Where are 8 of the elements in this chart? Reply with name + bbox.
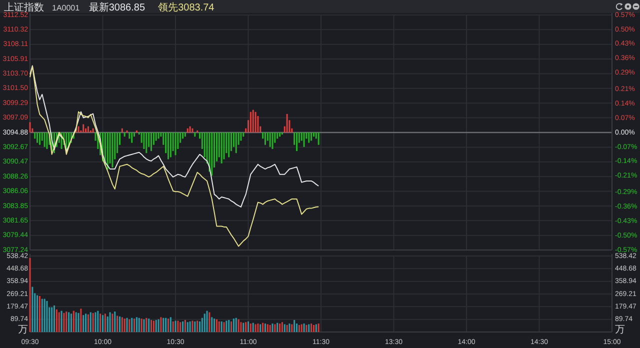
text: 最新3086.85: [88, 2, 146, 14]
chart-subtitle: 1A0001: [52, 4, 80, 12]
line-series: [30, 66, 320, 247]
chart-title: 上证指数: [4, 2, 44, 14]
y-axis-title: 万: [18, 324, 28, 336]
text: 领先3083.74: [158, 2, 215, 14]
y2-axis-title: 万: [615, 324, 625, 336]
line-series: [30, 65, 320, 208]
